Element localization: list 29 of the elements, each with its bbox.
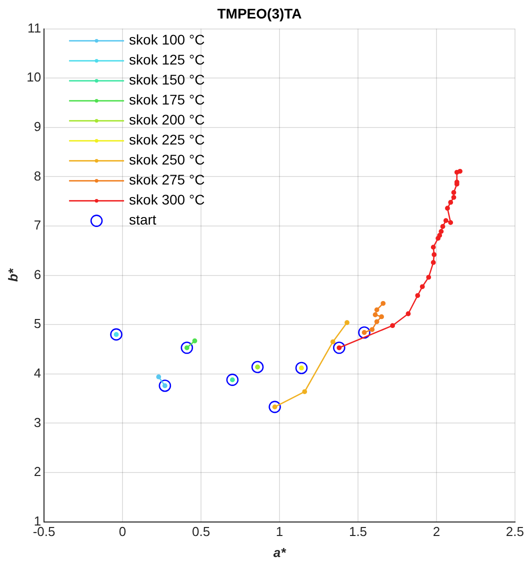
legend-label: skok 150 °C [129,72,205,88]
y-tick-label: 8 [34,168,42,184]
legend-label: skok 275 °C [129,172,205,188]
y-tick-label: 7 [34,218,42,233]
y-tick-label: 3 [34,414,42,430]
x-tick-label: 2.5 [506,524,524,540]
y-tick-label: 2 [34,464,42,480]
y-axis-title: b* [5,268,20,282]
x-tick-label: 1.5 [348,524,368,540]
x-tick-label: 1 [276,524,284,540]
legend-label: skok 100 °C [129,32,205,48]
legend-label: skok 225 °C [129,132,205,148]
x-tick-label: 2 [432,524,440,540]
chart-title: TMPEO(3)TA [217,5,302,22]
x-tick-label: 0 [118,524,126,540]
x-axis-title: a* [273,544,287,560]
y-tick-label: 9 [34,118,42,134]
legend-label: skok 300 °C [129,192,205,208]
legend-label: start [129,212,156,228]
legend-label: skok 200 °C [129,112,205,128]
y-tick-label: 10 [26,70,42,85]
y-tick-label: 5 [34,316,42,332]
legend-label: skok 125 °C [129,52,205,68]
y-tick-label: 4 [34,365,42,380]
x-tick-label: 0.5 [192,524,210,540]
legend-label: skok 175 °C [129,92,205,108]
y-tick-label: 6 [34,266,42,282]
y-tick-label: 11 [28,20,42,36]
legend-label: skok 250 °C [129,152,205,168]
